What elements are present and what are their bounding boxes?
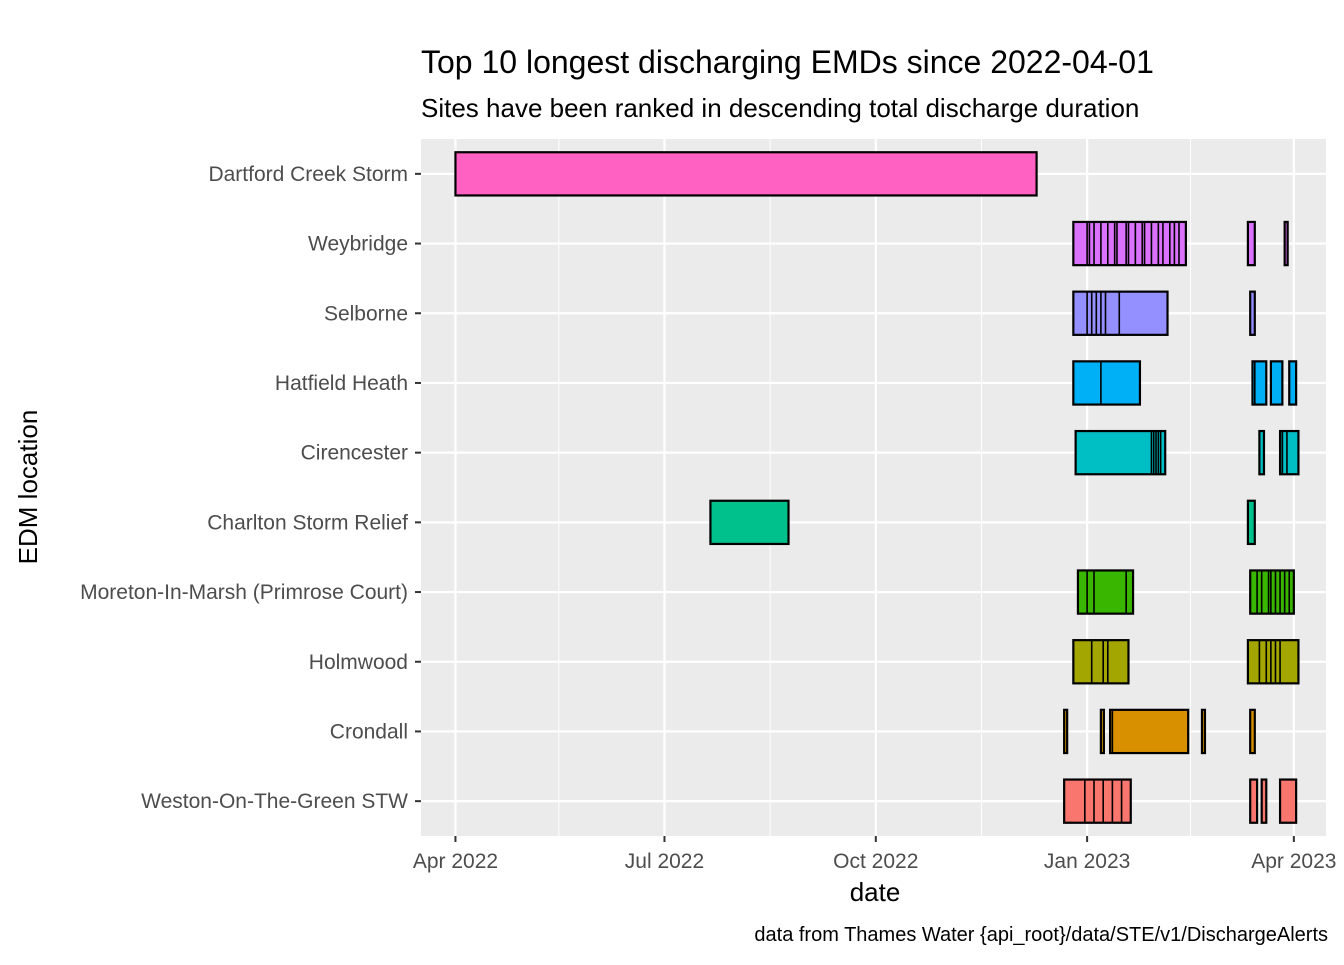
discharge-bar-9-3	[1278, 778, 1298, 824]
chart-title: Top 10 longest discharging EMDs since 20…	[421, 44, 1154, 80]
y-tick-label-9: Weston-On-The-Green STW	[141, 790, 408, 813]
y-tick-label-5: Charlton Storm Relief	[207, 511, 408, 534]
x-tick-label-1: Jul 2022	[625, 850, 704, 873]
discharge-bar-3-1	[1251, 360, 1268, 406]
discharge-bar-8-3	[1200, 708, 1207, 755]
discharge-bar-3-3	[1288, 360, 1298, 406]
series-row-0	[454, 151, 1038, 197]
discharge-bars	[454, 151, 1300, 824]
series-row-3	[1072, 360, 1298, 406]
discharge-bar-4-2	[1278, 429, 1300, 476]
discharge-bar-9-0	[1063, 778, 1132, 824]
y-tick-label-7: Holmwood	[309, 651, 408, 674]
discharge-bar-9-1	[1249, 778, 1259, 824]
y-tick-label-4: Cirencester	[301, 442, 408, 465]
x-tick-label-0: Apr 2022	[413, 850, 498, 873]
discharge-bar-8-0	[1063, 708, 1069, 755]
series-row-6	[1076, 569, 1295, 615]
y-tick-label-6: Moreton-In-Marsh (Primrose Court)	[80, 581, 408, 604]
y-tick-label-3: Hatfield Heath	[275, 372, 408, 395]
discharge-bar-4-1	[1258, 429, 1266, 476]
series-row-8	[1063, 708, 1256, 755]
series-row-7	[1072, 639, 1300, 685]
discharge-bar-7-0	[1072, 639, 1130, 685]
y-tick-label-2: Selborne	[324, 302, 408, 325]
y-axis-title: EDM location	[13, 410, 43, 565]
x-tick-label-2: Oct 2022	[833, 850, 918, 873]
x-axis-title: date	[850, 877, 901, 907]
chart-caption: data from Thames Water {api_root}/data/S…	[754, 924, 1328, 946]
discharge-bar-2-0	[1072, 290, 1169, 336]
y-tick-label-8: Crondall	[330, 720, 408, 743]
y-tick-label-0: Dartford Creek Storm	[208, 163, 408, 186]
discharge-bar-5-0	[709, 499, 790, 546]
discharge-bar-7-1	[1246, 639, 1300, 685]
series-row-4	[1074, 429, 1300, 476]
discharge-bar-8-1	[1099, 708, 1105, 755]
discharge-bar-3-0	[1072, 360, 1142, 406]
discharge-bar-5-1	[1246, 499, 1256, 546]
discharge-bar-9-2	[1260, 778, 1268, 824]
discharge-bar-1-1	[1246, 220, 1256, 267]
series-row-2	[1072, 290, 1256, 336]
y-axis: Dartford Creek Storm Weybridge Selborne Hat…	[80, 163, 421, 813]
discharge-bar-2-1	[1249, 290, 1256, 336]
x-tick-label-3: Jan 2023	[1044, 850, 1130, 873]
discharge-bar-0-0	[454, 151, 1038, 197]
discharge-bar-6-0	[1076, 569, 1135, 615]
x-axis: Apr 2022 Jul 2022 Oct 2022 Jan 2023 Apr 2023	[413, 836, 1336, 873]
x-tick-label-4: Apr 2023	[1251, 850, 1336, 873]
discharge-bar-3-2	[1269, 360, 1284, 406]
discharge-bar-8-2	[1108, 708, 1190, 755]
minor-grid	[558, 139, 1191, 836]
chart-subtitle: Sites have been ranked in descending tot…	[421, 93, 1139, 123]
discharge-bar-1-2	[1283, 220, 1289, 267]
discharge-bar-8-4	[1249, 708, 1256, 755]
y-tick-label-1: Weybridge	[308, 233, 408, 256]
series-row-5	[709, 499, 1256, 546]
discharge-bar-4-0	[1074, 429, 1167, 476]
discharge-bar-1-0	[1072, 220, 1187, 267]
series-row-9	[1063, 778, 1298, 824]
series-row-1	[1072, 220, 1289, 267]
